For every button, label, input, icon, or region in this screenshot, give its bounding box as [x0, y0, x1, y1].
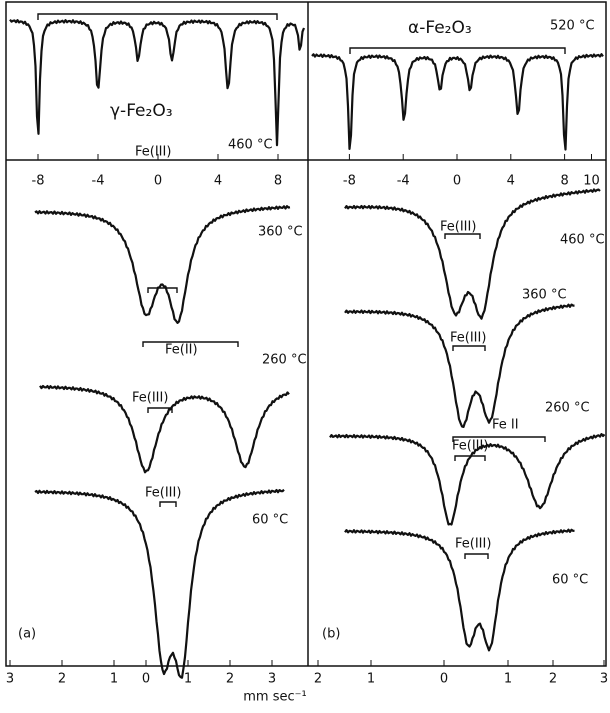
bracket	[464, 553, 489, 559]
x-tick-label: 0	[453, 174, 461, 189]
bracket	[147, 287, 178, 293]
x-tick-label: 8	[274, 174, 282, 189]
x-tick-label: 8	[560, 174, 568, 189]
site-label: Fe II	[492, 418, 519, 433]
frame	[5, 1, 607, 667]
bracket	[454, 455, 486, 461]
x-tick-label: -4	[92, 174, 105, 189]
bracket	[159, 501, 177, 507]
x-tick-label: 3	[268, 672, 276, 687]
spectrum	[344, 188, 601, 320]
temperature: 520 °C	[550, 19, 595, 34]
temperature: 260 °C	[262, 353, 307, 368]
x-tick-label: 2	[226, 672, 234, 687]
spectrum	[39, 384, 290, 474]
x-tick-label: -8	[343, 174, 356, 189]
panel-label: (a)	[18, 627, 36, 642]
site-label: Fe(III)	[132, 391, 168, 406]
spectrum	[34, 205, 291, 324]
bracket	[349, 47, 566, 54]
spectrum	[344, 303, 575, 428]
x-tick-label: 1	[504, 672, 512, 687]
bracket	[444, 233, 481, 239]
x-tick-label: 4	[507, 174, 515, 189]
x-tick-label: 2	[549, 672, 557, 687]
temperature: 460 °C	[228, 138, 273, 153]
temperature: 260 °C	[545, 401, 590, 416]
bracket	[452, 345, 486, 351]
spectrum	[34, 488, 285, 679]
site-label: Fe(III)	[145, 486, 181, 501]
temperature: 60 °C	[252, 513, 288, 528]
x-axis-label: mm sec⁻¹	[243, 690, 306, 705]
x-tick-label: 0	[154, 174, 162, 189]
site-label: Fe(III)	[455, 537, 491, 552]
x-tick-label: 2	[314, 672, 322, 687]
x-tick-label: 1	[367, 672, 375, 687]
x-tick-label: 2	[58, 672, 66, 687]
bracket	[142, 341, 239, 347]
site-label: Fe(III)	[450, 331, 486, 346]
bracket	[147, 407, 173, 413]
x-tick-label: 4	[214, 174, 222, 189]
temperature: 460 °C	[560, 233, 605, 248]
bracket	[37, 13, 278, 20]
x-tick-label: 1	[110, 672, 118, 687]
site-label: Fe(III)	[440, 220, 476, 235]
panel-label: (b)	[322, 627, 340, 642]
temperature: 360 °C	[522, 288, 567, 303]
spectrum	[329, 433, 606, 526]
x-tick-label: 3	[6, 672, 14, 687]
x-tick-label: 0	[440, 672, 448, 687]
site-label: Fe(III)	[135, 145, 171, 160]
x-tick-label: 3	[600, 672, 608, 687]
spectrum	[311, 53, 604, 151]
x-tick-label: -8	[32, 174, 45, 189]
temperature: 60 °C	[552, 573, 588, 588]
x-tick-label: 0	[142, 672, 150, 687]
spectrum	[344, 528, 575, 652]
spectrum	[9, 18, 306, 147]
site-label: Fe(II)	[165, 343, 198, 358]
x-tick-label: 10	[583, 174, 600, 189]
site-label: Fe(III)	[452, 439, 488, 454]
x-tick-label: -4	[397, 174, 410, 189]
phase-label: α-Fe₂O₃	[408, 18, 472, 38]
phase-label: γ-Fe₂O₃	[110, 101, 173, 121]
temperature: 360 °C	[258, 225, 303, 240]
bracket	[452, 436, 546, 442]
x-tick-label: 1	[184, 672, 192, 687]
